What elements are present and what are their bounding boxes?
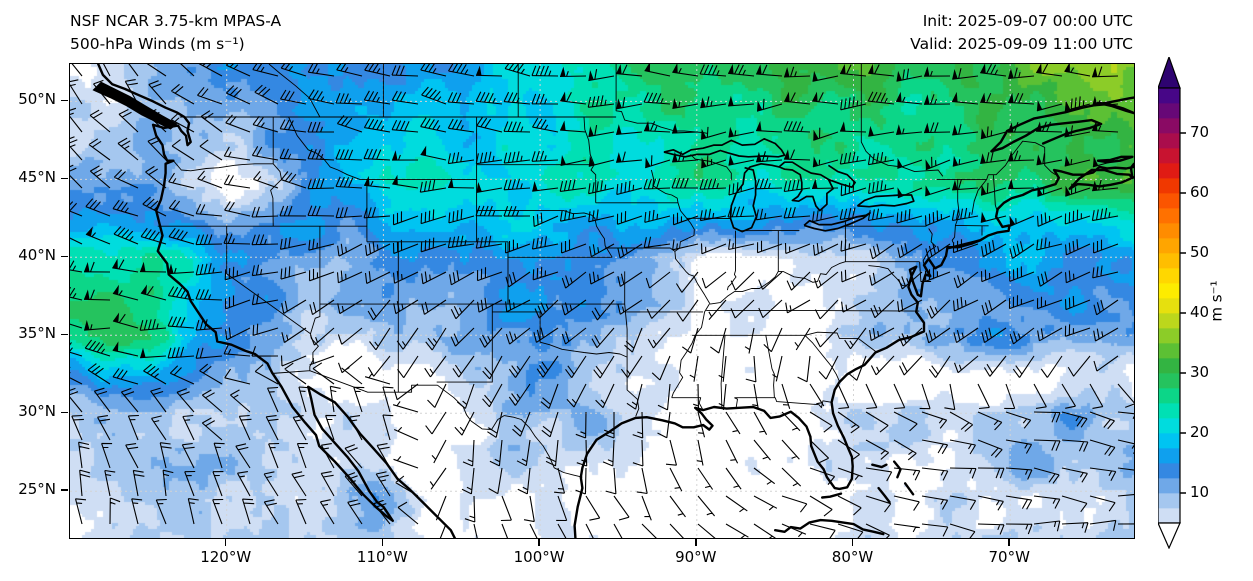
colorbar-segment [1158, 463, 1180, 479]
colorbar-segment [1158, 133, 1180, 149]
lat-tick-label: 40°N [18, 246, 56, 265]
lat-tick-label: 50°N [18, 90, 56, 109]
colorbar-segment [1158, 223, 1180, 239]
colorbar-segment [1158, 313, 1180, 329]
colorbar-segment [1158, 268, 1180, 284]
colorbar-tick-label: 10 [1190, 483, 1210, 501]
colorbar-tick-label: 50 [1190, 243, 1210, 261]
map-plot-area [69, 63, 1135, 539]
colorbar-unit-label: m s⁻¹ [1207, 280, 1226, 322]
colorbar-tick-label: 40 [1190, 303, 1210, 321]
colorbar-segment [1158, 358, 1180, 374]
lon-tick-label: 110°W [356, 548, 408, 566]
colorbar-segment [1158, 328, 1180, 344]
lat-tick-label: 45°N [18, 168, 56, 187]
plot-title-line1: NSF NCAR 3.75-km MPAS-A [70, 12, 282, 30]
lon-tick-mark [538, 539, 540, 546]
lat-tick-label: 30°N [18, 402, 56, 421]
wind-barb-pennants [84, 64, 1099, 358]
wind-barbs [70, 64, 1134, 538]
great-lakes-outline [663, 137, 915, 233]
map-overlay-layer [70, 64, 1134, 538]
lon-tick-label: 90°W [675, 548, 717, 566]
colorbar-segment [1158, 403, 1180, 419]
colorbar-segment [1158, 388, 1180, 404]
lat-tick-mark [61, 177, 68, 180]
valid-time-label: Valid: 2025-09-09 11:00 UTC [910, 35, 1133, 53]
lat-tick-label: 25°N [18, 480, 56, 499]
colorbar-tick-marks [1180, 132, 1186, 494]
colorbar-segment [1158, 118, 1180, 134]
colorbar-segment [1158, 343, 1180, 359]
lon-tick-mark [381, 539, 384, 546]
init-time-label: Init: 2025-09-07 00:00 UTC [922, 12, 1133, 30]
colorbar-segment [1158, 508, 1180, 524]
colorbar-segment [1158, 238, 1180, 254]
colorbar-segment [1158, 208, 1180, 224]
lon-tick-mark [851, 539, 854, 546]
colorbar-segment [1158, 193, 1180, 209]
lon-tick-mark [1008, 539, 1010, 546]
colorbar-segment [1158, 493, 1180, 509]
colorbar-segment [1158, 253, 1180, 269]
lat-tick-mark [61, 333, 68, 336]
lon-tick-label: 120°W [200, 548, 252, 566]
colorbar-tick-label: 70 [1190, 123, 1210, 141]
colorbar-under-arrow [1158, 522, 1181, 549]
plot-title-line2: 500-hPa Winds (m s⁻¹) [70, 35, 245, 53]
vancouver-island [92, 81, 178, 130]
colorbar-segment [1158, 433, 1180, 449]
colorbar-segment [1158, 298, 1180, 314]
colorbar-segment [1158, 373, 1180, 389]
run-info: Init: 2025-09-07 00:00 UTC Valid: 2025-0… [773, 10, 1133, 56]
lat-tick-mark [61, 411, 68, 413]
lon-tick-mark [224, 539, 227, 546]
colorbar-tick-label: 60 [1190, 183, 1210, 201]
lat-tick-mark [61, 255, 68, 258]
colorbar [1158, 57, 1186, 549]
colorbar-segment [1158, 478, 1180, 494]
colorbar-segment [1158, 163, 1180, 179]
colorbar-segment [1158, 283, 1180, 299]
colorbar-segment [1158, 148, 1180, 164]
colorbar-segment [1158, 88, 1180, 104]
colorbar-segment [1158, 103, 1180, 119]
state-borders [157, 64, 1056, 478]
plot-title: NSF NCAR 3.75-km MPAS-A 500-hPa Winds (m… [70, 10, 281, 56]
lon-tick-label: 100°W [513, 548, 565, 566]
lat-tick-label: 35°N [18, 324, 56, 343]
lon-tick-mark [695, 539, 697, 546]
colorbar-segment [1158, 448, 1180, 464]
lon-tick-label: 80°W [831, 548, 874, 566]
lat-tick-mark [61, 99, 68, 102]
colorbar-segment [1158, 178, 1180, 194]
lon-tick-label: 70°W [988, 548, 1030, 566]
colorbar-over-arrow [1158, 57, 1181, 89]
colorbar-segment [1158, 418, 1180, 434]
lat-tick-mark [61, 489, 68, 491]
colorbar-tick-label: 30 [1190, 363, 1210, 381]
colorbar-tick-label: 20 [1190, 423, 1210, 441]
coastline [97, 64, 1134, 538]
